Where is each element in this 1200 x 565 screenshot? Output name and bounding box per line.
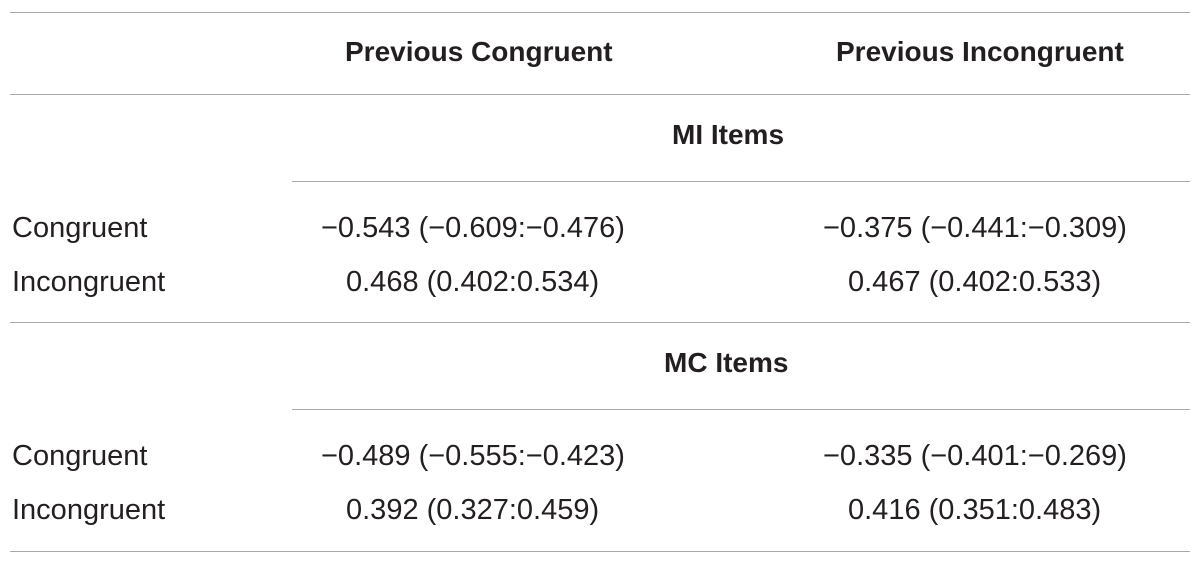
table-cell: −0.375 (−0.441:−0.309): [823, 212, 1127, 244]
column-header-previous-incongruent: Previous Incongruent: [836, 36, 1124, 67]
row-label: Congruent: [12, 440, 148, 472]
table-cell: 0.392 (0.327:0.459): [346, 494, 600, 526]
table-cell: −0.489 (−0.555:−0.423): [321, 440, 625, 472]
row-label: Congruent: [12, 212, 148, 244]
row-label: Incongruent: [12, 266, 166, 298]
section-1-underline: [292, 181, 1190, 182]
column-header-previous-congruent: Previous Congruent: [345, 36, 613, 67]
table-cell: −0.335 (−0.401:−0.269): [823, 440, 1127, 472]
section-2-underline: [292, 409, 1190, 410]
table-cell: 0.468 (0.402:0.534): [346, 266, 600, 298]
table-cell: 0.416 (0.351:0.483): [848, 494, 1102, 526]
section-title-mc-items: MC Items: [664, 347, 789, 378]
row-label: Incongruent: [12, 494, 166, 526]
section-title-mi-items: MI Items: [672, 119, 785, 150]
table-top-rule: [10, 12, 1190, 13]
table-cell: −0.543 (−0.609:−0.476): [321, 212, 625, 244]
header-bottom-rule: [10, 94, 1190, 95]
table-bottom-rule: [10, 551, 1190, 552]
section-divider-rule: [10, 322, 1190, 323]
table-cell: 0.467 (0.402:0.533): [848, 266, 1102, 298]
